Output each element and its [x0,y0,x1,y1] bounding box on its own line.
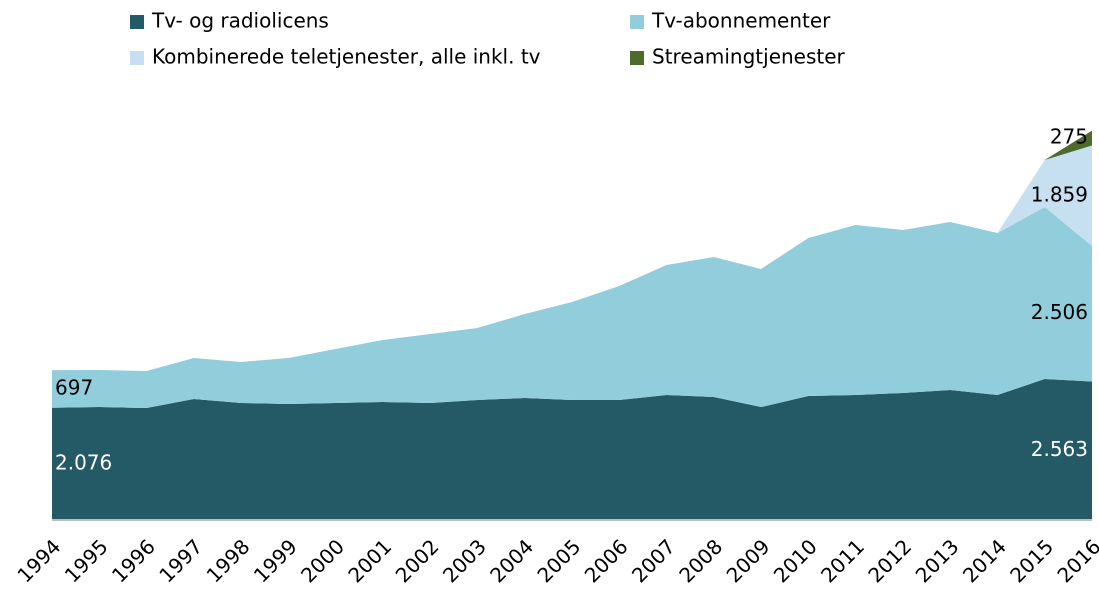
x-tick-label: 2012 [863,534,916,587]
data-label: 2.076 [55,450,112,474]
x-tick-label: 2011 [816,534,869,587]
legend-label: Tv-abonnementer [651,9,831,33]
x-tick-label: 1997 [154,534,207,587]
x-tick-label: 2008 [674,534,727,587]
data-label: 697 [55,375,93,399]
legend-swatch [130,51,144,65]
legend-swatch [630,51,644,65]
legend-label: Kombinerede teletjenester, alle inkl. tv [152,45,541,69]
x-tick-label: 2016 [1052,534,1099,587]
x-tick-label: 2000 [296,534,349,587]
x-tick-label: 2003 [438,534,491,587]
x-tick-label: 2005 [532,534,585,587]
x-tick-label: 2013 [911,534,964,587]
x-tick-label: 1994 [12,534,65,587]
x-tick-label: 1998 [202,534,255,587]
data-label: 275 [1050,125,1088,149]
x-tick-label: 2015 [1005,534,1058,587]
x-tick-label: 2006 [580,534,633,587]
x-tick-label: 1999 [249,534,302,587]
data-label: 1.859 [1031,182,1088,206]
x-tick-label: 1996 [107,534,160,587]
x-tick-label: 2010 [769,534,822,587]
area [52,378,1092,520]
x-tick-label: 2007 [627,534,680,587]
x-tick-label: 2002 [391,534,444,587]
data-label: 2.506 [1031,300,1088,324]
legend-swatch [630,15,644,29]
data-label: 2.563 [1031,437,1088,461]
x-tick-label: 2014 [958,534,1011,587]
legend-label: Streamingtjenester [652,45,846,69]
legend-swatch [130,15,144,29]
area [52,206,1092,408]
x-tick-label: 1995 [60,534,113,587]
legend-label: Tv- og radiolicens [151,9,329,33]
x-tick-label: 2004 [485,534,538,587]
x-tick-label: 2009 [722,534,775,587]
x-tick-label: 2001 [343,534,396,587]
